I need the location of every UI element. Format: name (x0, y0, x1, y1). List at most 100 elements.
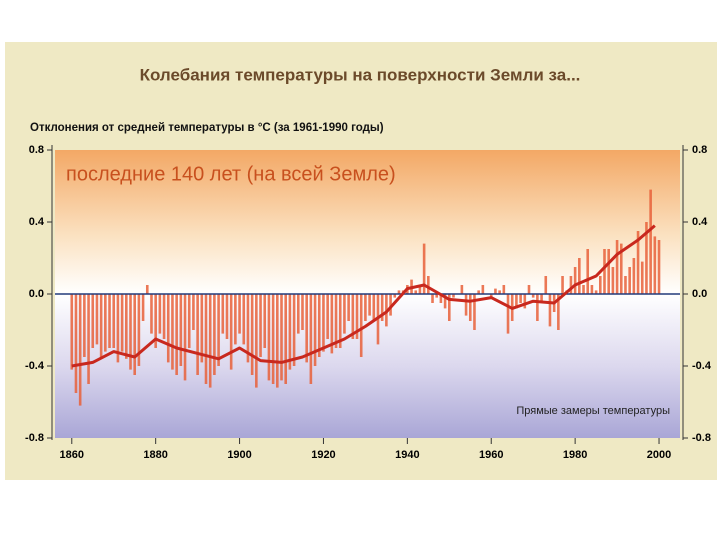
bar (557, 294, 560, 330)
bar (162, 294, 166, 339)
bar (204, 294, 208, 384)
bar (368, 294, 371, 316)
x-tick-label: 1920 (311, 449, 335, 461)
plot-heading: последние 140 лет (на всей Земле) (66, 163, 396, 185)
smoothed-line (71, 224, 656, 368)
bar (183, 294, 187, 381)
x-tick-label: 1940 (395, 449, 419, 461)
bar (70, 294, 74, 370)
bar (95, 294, 99, 345)
bar (91, 294, 95, 348)
bar (653, 236, 657, 294)
bar (494, 288, 497, 294)
bar (154, 294, 157, 348)
bar (267, 294, 271, 381)
x-tick-label: 1860 (60, 449, 84, 461)
bar (506, 294, 510, 334)
bar (171, 294, 174, 370)
bar (527, 285, 531, 294)
bar (330, 294, 334, 354)
bar (640, 261, 644, 294)
bar (578, 258, 581, 294)
bar (229, 294, 233, 370)
bar (447, 294, 451, 321)
bar (196, 294, 199, 375)
bar (624, 276, 627, 294)
bar (129, 294, 132, 370)
bar (548, 294, 552, 327)
bar (200, 294, 204, 363)
y-tick-label: 0.0 (29, 288, 44, 300)
bar (78, 294, 82, 406)
bar (477, 290, 480, 294)
bar (326, 294, 329, 339)
bar (582, 285, 585, 294)
bar (292, 294, 296, 366)
bar (460, 285, 464, 294)
bar (561, 276, 564, 294)
bar (125, 294, 128, 359)
chart-subtitle: Отклонения от средней температуры в °C (… (30, 122, 384, 134)
bar (145, 285, 149, 294)
bar (599, 276, 602, 294)
bar (380, 294, 384, 321)
bar (313, 294, 317, 366)
bar (74, 294, 78, 393)
bar (435, 294, 439, 298)
bar (238, 294, 241, 334)
bar (632, 258, 636, 294)
bar (112, 294, 116, 348)
chart-title: Колебания температуры на поверхности Зем… (140, 65, 581, 84)
bar (468, 294, 472, 321)
bar (259, 294, 262, 357)
bar (364, 294, 367, 321)
bar (489, 294, 493, 298)
bar (657, 240, 661, 294)
bar (309, 294, 313, 384)
bar (607, 249, 610, 294)
x-tick-label: 1980 (563, 449, 587, 461)
bar (271, 294, 275, 384)
y2-tick-label: 0.4 (692, 216, 708, 228)
bar (586, 249, 590, 294)
bar (322, 294, 325, 352)
bar (284, 294, 288, 384)
bar (355, 294, 359, 339)
bar (473, 294, 476, 330)
bar (246, 294, 250, 363)
bar (83, 294, 86, 357)
bar (255, 294, 258, 388)
bar (166, 294, 170, 363)
bar (179, 294, 183, 366)
bar (87, 294, 90, 384)
y-tick-label: 0.8 (29, 144, 44, 156)
y-tick-label: -0.4 (25, 360, 45, 372)
bar (523, 294, 527, 309)
bar (104, 294, 107, 352)
bar (116, 294, 120, 363)
x-tick-label: 1900 (227, 449, 251, 461)
bar (464, 294, 468, 316)
bar (175, 294, 178, 375)
bar (531, 294, 535, 298)
bar (158, 294, 162, 334)
bar (636, 231, 640, 294)
bar (263, 294, 267, 348)
bar (569, 276, 573, 294)
bar (338, 294, 342, 348)
bar (334, 294, 338, 348)
bar (99, 294, 103, 359)
bar (611, 267, 615, 294)
bar (427, 276, 430, 294)
bar (208, 294, 212, 388)
bar (502, 285, 506, 294)
bar (443, 294, 447, 309)
bar (452, 294, 455, 298)
bar (590, 285, 594, 294)
bar (594, 290, 598, 294)
bar (301, 294, 304, 330)
bar (280, 294, 283, 381)
bar (645, 222, 648, 294)
x-tick-label: 2000 (647, 449, 671, 461)
bar (137, 294, 141, 366)
